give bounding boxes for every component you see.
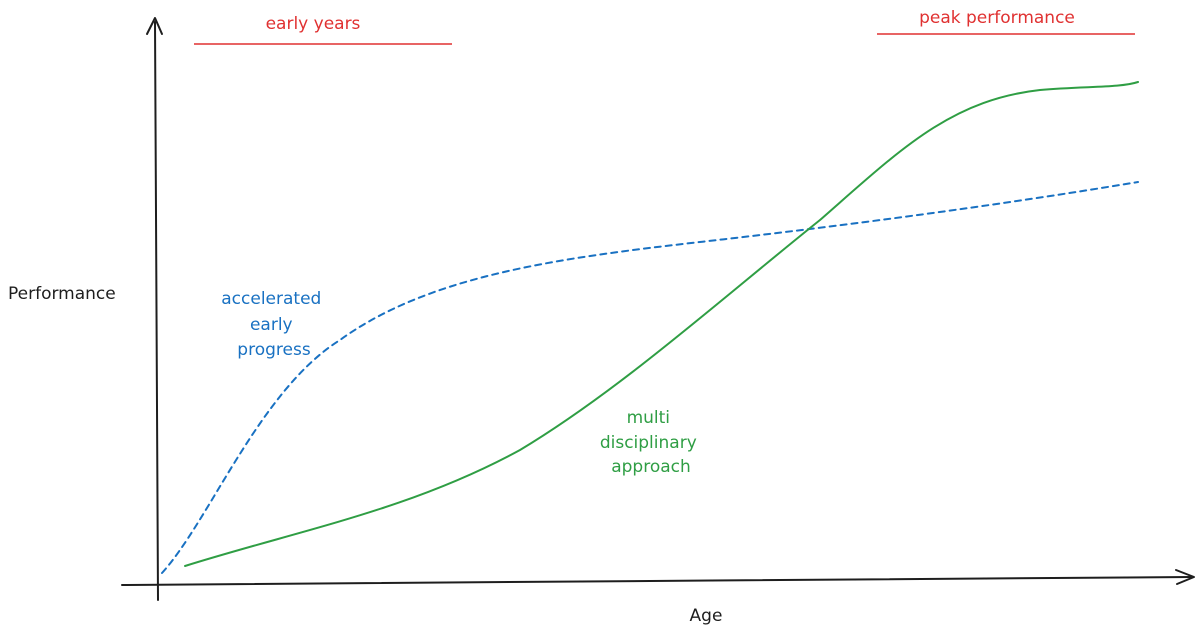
phase-peak-performance: peak performance: [877, 8, 1135, 35]
x-axis-arrowhead: [1175, 569, 1195, 585]
specialist-curve-label: accelerated early progress: [221, 289, 326, 360]
specialist-label-line-1: accelerated: [221, 289, 321, 309]
y-axis: [154, 21, 159, 601]
phase-early-label: early years: [266, 14, 361, 34]
multidisciplinary-label-line-1: multi: [627, 408, 670, 428]
multidisciplinary-label-line-3: approach: [611, 457, 691, 477]
specialist-label-line-2: early: [250, 315, 293, 335]
y-axis-label: Performance: [8, 284, 116, 304]
specialist-curve: [161, 181, 1139, 574]
specialist-label-line-3: progress: [237, 340, 311, 360]
axes: [121, 17, 1195, 601]
x-axis: [121, 576, 1193, 586]
phase-peak-label: peak performance: [919, 8, 1075, 28]
multidisciplinary-curve-label: multi disciplinary approach: [600, 408, 702, 477]
y-axis-arrowhead: [146, 17, 163, 35]
multidisciplinary-curve: [184, 81, 1139, 567]
multidisciplinary-label-line-2: disciplinary: [600, 433, 697, 453]
x-axis-label: Age: [690, 606, 723, 626]
phase-early-years: early years: [194, 14, 452, 45]
